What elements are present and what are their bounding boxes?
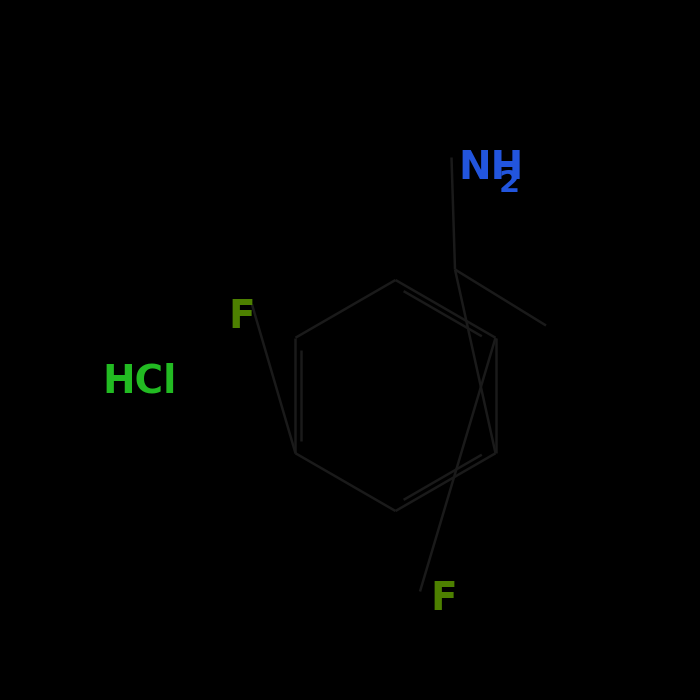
Text: HCl: HCl — [103, 363, 177, 400]
Text: 2: 2 — [499, 169, 520, 198]
Text: NH: NH — [458, 149, 524, 187]
Text: F: F — [228, 298, 255, 335]
Text: F: F — [430, 580, 457, 617]
